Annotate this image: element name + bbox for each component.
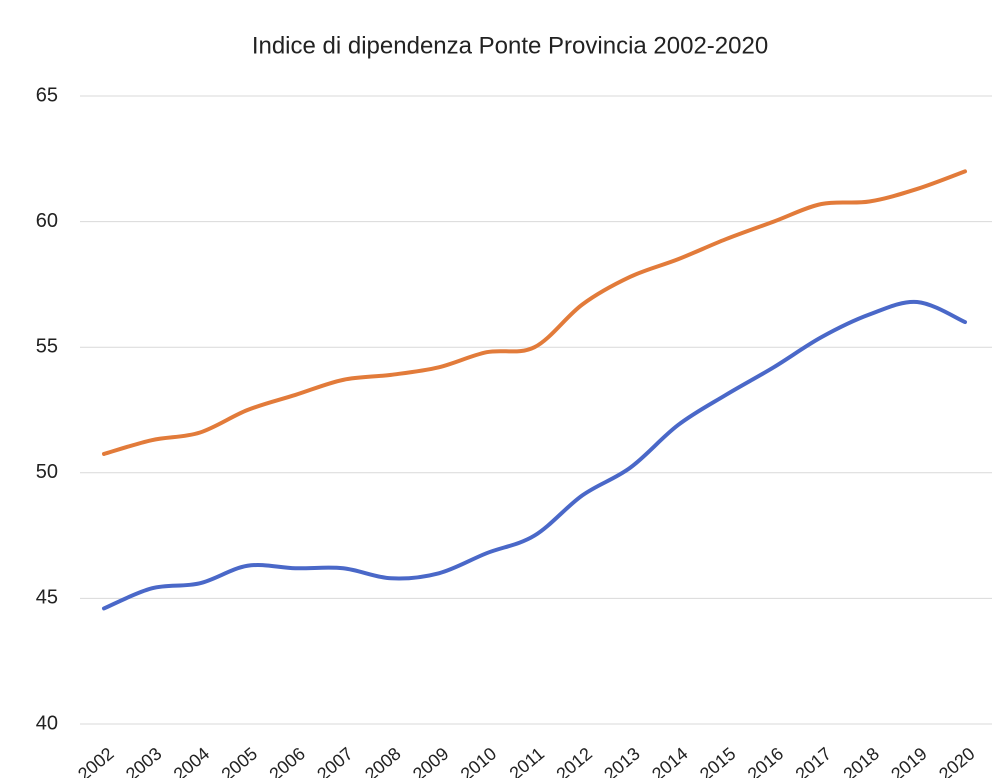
y-tick-label: 45 (36, 587, 58, 609)
y-tick-label: 40 (36, 712, 58, 734)
x-tick-label: 2013 (600, 743, 644, 778)
x-tick-label: 2008 (361, 743, 405, 778)
y-tick-label: 60 (36, 210, 58, 232)
x-tick-label: 2016 (744, 743, 788, 778)
x-tick-label: 2007 (313, 743, 357, 778)
x-tick-label: 2003 (122, 743, 166, 778)
x-tick-label: 2017 (792, 743, 836, 778)
x-tick-label: 2011 (506, 743, 549, 778)
chart-title: Indice di dipendenza Ponte Provincia 200… (252, 32, 768, 59)
series-line (102, 169, 967, 456)
y-tick-label: 65 (36, 84, 58, 106)
x-tick-label: 2002 (74, 743, 118, 778)
x-tick-label: 2005 (218, 743, 262, 778)
x-tick-label: 2009 (409, 743, 453, 778)
x-tick-label: 2004 (170, 743, 214, 778)
x-tick-label: 2020 (935, 743, 979, 778)
x-tick-label: 2006 (265, 743, 309, 778)
x-tick-label: 2014 (648, 743, 692, 778)
x-tick-label: 2015 (696, 743, 740, 778)
y-tick-label: 55 (36, 335, 58, 357)
x-tick-label: 2012 (552, 743, 596, 778)
y-tick-label: 50 (36, 461, 58, 483)
x-tick-label: 2018 (839, 743, 883, 778)
x-tick-label: 2010 (457, 743, 501, 778)
series-line (102, 299, 967, 611)
x-tick-label: 2019 (887, 743, 931, 778)
